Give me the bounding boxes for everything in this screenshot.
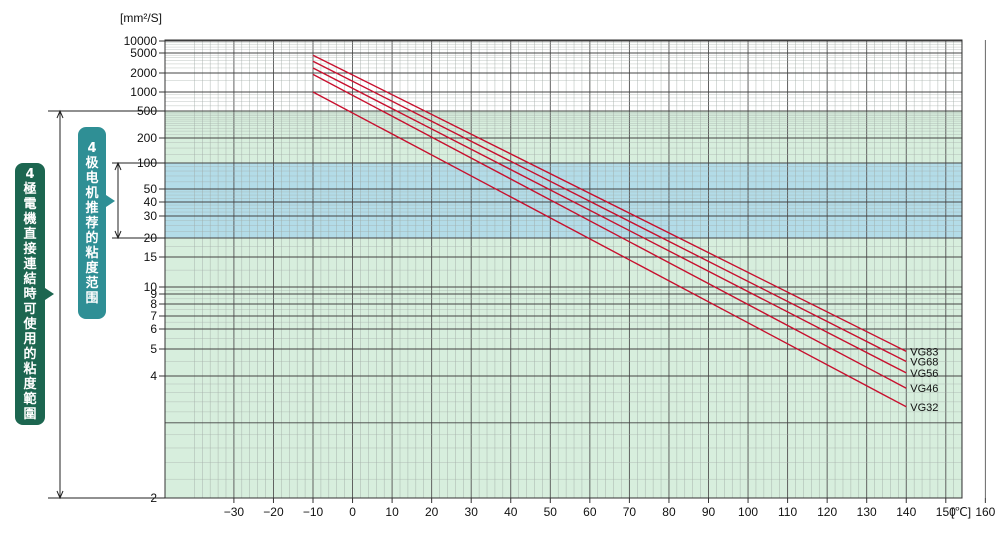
outer-range-bracket-arrow-down: [56, 490, 64, 500]
x-tick-label: 140: [896, 505, 916, 519]
plot-frame: [164, 39, 963, 499]
x-tick-label: 80: [662, 505, 676, 519]
x-tick-label: −30: [224, 505, 245, 519]
range-band-1: [165, 163, 962, 238]
x-tick-label: −20: [263, 505, 284, 519]
y-tick-label: 40: [144, 195, 158, 209]
y-tick-label: 30: [144, 209, 158, 223]
y-tick-label: 10: [144, 280, 158, 294]
y-tick-label: 8: [150, 297, 157, 311]
y-tick-label: 10000: [124, 34, 158, 48]
inner-range-bracket-arrow-down: [114, 230, 122, 240]
x-tick-label: 40: [504, 505, 518, 519]
y-tick-label: 5000: [130, 46, 157, 60]
y-tick-label: 50: [144, 182, 158, 196]
inner-range-bracket-arrow-up: [114, 161, 122, 171]
y-tick-label: 6: [150, 322, 157, 336]
y-axis-unit: [mm²/S]: [120, 11, 162, 25]
x-tick-label: 100: [738, 505, 758, 519]
series-line-vg68: [312, 60, 907, 363]
y-tick-label: 200: [137, 131, 157, 145]
x-tick-label: −10: [303, 505, 324, 519]
x-tick-label: 150: [936, 505, 956, 519]
x-tick-label: 110: [778, 505, 797, 519]
series-label-vg83: VG83: [910, 346, 938, 358]
series-line-vg83: [312, 54, 907, 352]
series-line-vg46: [312, 73, 907, 389]
x-tick-label: 130: [857, 505, 877, 519]
x-tick-label: 10: [385, 505, 399, 519]
y-tick-label: 15: [144, 250, 158, 264]
x-tick-label: 60: [583, 505, 597, 519]
x-tick-label: 50: [544, 505, 558, 519]
x-tick-label: 120: [817, 505, 837, 519]
x-tick-label: 30: [465, 505, 479, 519]
y-tick-label: 1000: [130, 85, 157, 99]
y-tick-label: 2000: [130, 66, 157, 80]
x-tick-label: 160: [975, 505, 995, 519]
x-tick-label: 70: [623, 505, 637, 519]
y-tick-label: 4: [150, 369, 157, 383]
y-tick-label: 9: [150, 287, 157, 301]
series-label-vg32: VG32: [910, 402, 938, 414]
x-axis-unit: [℃]: [951, 505, 971, 519]
series-line-vg56: [312, 67, 907, 374]
series-label-vg46: VG46: [910, 383, 938, 395]
outer-range-bracket-arrow-up: [56, 109, 64, 119]
y-tick-label: 7: [150, 309, 157, 323]
x-tick-label: 90: [702, 505, 716, 519]
series-line-vg32: [312, 91, 907, 408]
x-tick-label: 20: [425, 505, 439, 519]
series-label-vg68: VG68: [910, 357, 938, 369]
x-tick-label: 0: [349, 505, 356, 519]
series-label-vg56: VG56: [910, 368, 938, 380]
y-tick-label: 5: [150, 342, 157, 356]
